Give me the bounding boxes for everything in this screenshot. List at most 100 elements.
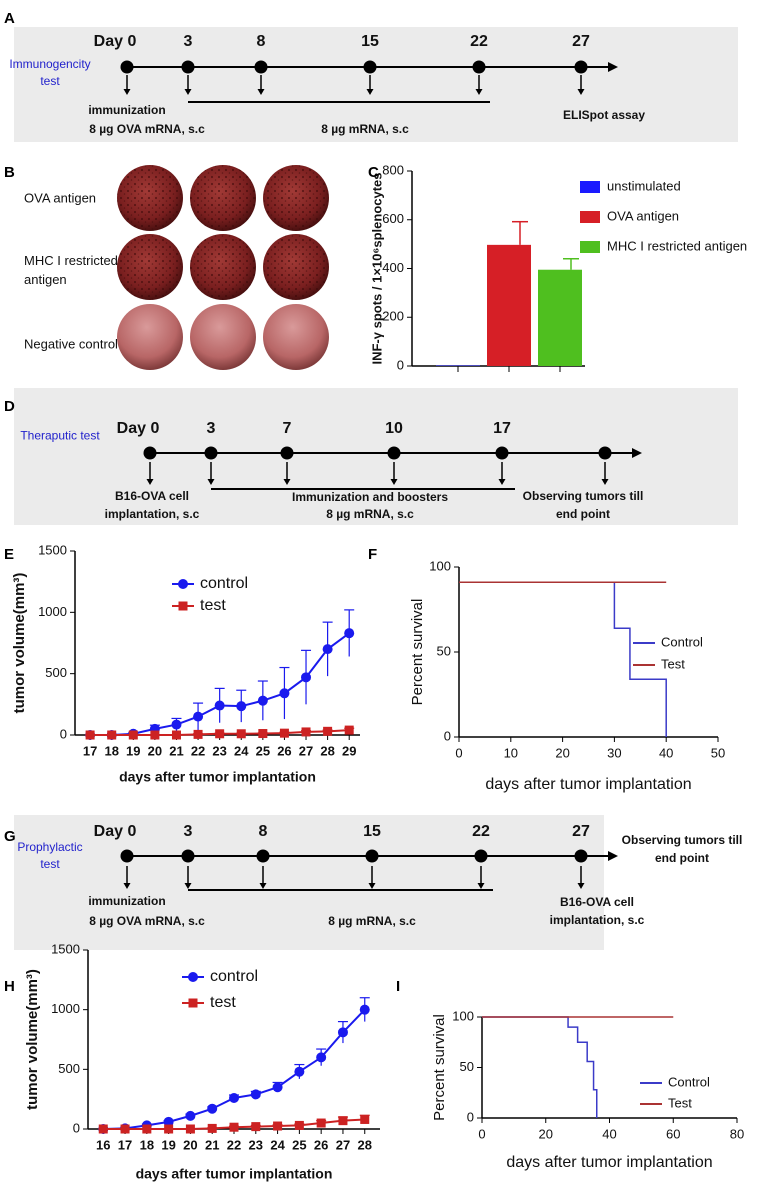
point [337,1027,348,1038]
timeline-label: Theraputic test [20,428,100,443]
x-tick-label: 40 [602,1126,616,1141]
down-arrow-head [184,89,192,95]
day-label: 15 [363,823,381,840]
timeline-point [120,849,134,863]
day-label: 8 [259,823,268,840]
timeline-note: ELISpot assay [562,108,646,122]
timeline-point [472,60,486,74]
bar [487,244,531,366]
down-arrow-head [123,883,131,889]
day-label: 22 [472,823,490,840]
x-tick-label: 23 [249,1137,263,1152]
y-axis-label: Percent survival [409,599,426,706]
x-axis-label: days after tumor implantation [506,1154,712,1171]
down-arrow-head [146,479,154,485]
point [294,1120,304,1130]
point [294,1066,305,1077]
point [279,688,290,699]
legend-marker [188,998,198,1008]
point [229,1122,239,1132]
down-arrow-head [601,479,609,485]
x-tick-label: 21 [169,743,183,758]
day-label: Day 0 [94,823,137,840]
timeline-point [120,60,134,74]
timeline-point [181,60,195,74]
x-tick-label: 27 [336,1137,350,1152]
x-tick-label: 22 [227,1137,241,1152]
point [150,730,160,740]
y-axis-label: INF-γ spots / 1×10⁶splenocytes [369,172,384,364]
series-line [103,1008,366,1130]
x-tick-label: 26 [277,743,291,758]
y-tick-label: 0 [467,1109,474,1124]
legend-label: unstimulated [607,178,681,193]
legend-label: test [210,994,236,1011]
timeline-point [254,60,268,74]
point [193,711,204,722]
y-axis-label: tumor volume(mm³) [11,573,28,714]
x-tick-label: 29 [342,743,356,758]
point [142,1124,152,1134]
x-tick-label: 20 [183,1137,197,1152]
x-tick-label: 0 [455,745,462,760]
point [193,729,203,739]
timeline-box [14,388,738,525]
timeline-point [204,446,218,460]
point [258,729,268,739]
point [229,1092,239,1103]
x-tick-label: 50 [711,745,725,760]
y-tick-label: 50 [460,1059,474,1074]
panel-label: D [4,398,15,415]
day-label: 17 [493,420,511,437]
down-arrow-head [477,883,485,889]
x-tick-label: 60 [666,1126,680,1141]
point [301,727,311,737]
point [344,725,354,735]
x-tick-label: 28 [358,1137,372,1152]
panel-label: F [368,546,378,563]
y-tick-label: 1000 [51,1001,80,1016]
panel-label: E [4,546,15,563]
x-axis-label: days after tumor implantation [136,1166,333,1182]
x-tick-label: 16 [96,1137,110,1152]
panel-label: A [4,10,15,27]
timeline-note: immunization [88,894,166,908]
point [301,672,312,683]
panel-label: C [368,164,379,181]
point [171,719,182,730]
timeline-note: 8 µg mRNA, s.c [328,914,416,928]
day-label: 27 [572,823,590,840]
y-tick-label: 0 [73,1120,80,1135]
x-tick-label: 17 [118,1137,132,1152]
x-tick-label: 25 [256,743,270,758]
timeline-note: immunization [88,103,166,117]
panel-label: G [4,828,16,845]
point [120,1124,130,1134]
point [273,1121,283,1131]
down-arrow-head [257,89,265,95]
day-label: 22 [470,33,488,50]
chart: 0 500 1000 1500 16 17 18 19 20 21 22 23 24 25 26 27 28 tu… [24,941,380,1182]
y-tick-label: 800 [382,162,404,177]
x-tick-label: 20 [555,745,569,760]
point [171,730,181,740]
day-label: 3 [184,33,193,50]
y-tick-label: 0 [444,728,451,743]
x-tick-label: 10 [504,745,518,760]
y-tick-label: 400 [382,260,404,275]
down-arrow-head [475,89,483,95]
point [164,1124,174,1134]
wells [117,165,329,370]
y-tick-label: 200 [382,309,404,324]
point [360,1114,370,1124]
legend-swatch [580,181,600,193]
x-tick-label: 24 [270,1137,285,1152]
timeline-note: 8 µg OVA mRNA, s.c [89,122,205,136]
timeline-point [474,849,488,863]
y-tick-label: 500 [45,665,67,680]
y-tick-label: 500 [58,1061,80,1076]
y-tick-label: 0 [397,357,404,372]
timeline-note: B16-OVA cell implantation, s.c [104,489,200,521]
point [344,628,355,639]
